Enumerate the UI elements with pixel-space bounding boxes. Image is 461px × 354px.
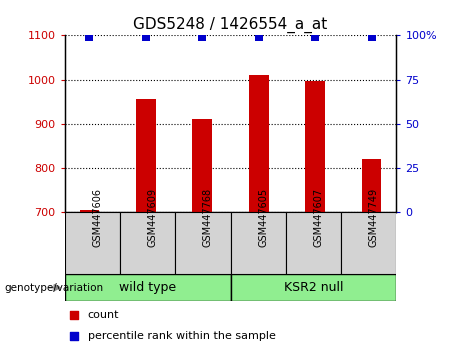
Bar: [230, 212, 286, 274]
Text: wild type: wild type: [119, 281, 176, 294]
Text: GSM447768: GSM447768: [203, 188, 213, 247]
Point: [199, 34, 206, 40]
Text: GSM447749: GSM447749: [369, 188, 379, 247]
Point: [368, 34, 375, 40]
Bar: [305, 80, 325, 212]
Point: [71, 312, 78, 318]
Point: [86, 34, 93, 40]
Text: percentile rank within the sample: percentile rank within the sample: [88, 331, 276, 341]
Text: count: count: [88, 310, 119, 320]
Bar: [192, 119, 212, 212]
Bar: [80, 210, 100, 212]
Bar: [136, 99, 156, 212]
Text: GSM447605: GSM447605: [258, 188, 268, 247]
Bar: [249, 75, 269, 212]
Bar: [175, 212, 230, 274]
Bar: [65, 274, 230, 301]
Point: [71, 333, 78, 339]
Text: KSR2 null: KSR2 null: [284, 281, 343, 294]
Point: [312, 34, 319, 40]
Bar: [230, 274, 396, 301]
Bar: [65, 212, 120, 274]
Bar: [341, 212, 396, 274]
Bar: [286, 212, 341, 274]
Point: [142, 34, 149, 40]
Bar: [120, 212, 175, 274]
Bar: [361, 159, 381, 212]
Title: GDS5248 / 1426554_a_at: GDS5248 / 1426554_a_at: [133, 16, 328, 33]
Text: GSM447609: GSM447609: [148, 188, 158, 247]
Text: GSM447606: GSM447606: [92, 188, 102, 247]
Text: genotype/variation: genotype/variation: [5, 282, 104, 293]
Point: [255, 34, 262, 40]
Text: GSM447607: GSM447607: [313, 188, 324, 247]
